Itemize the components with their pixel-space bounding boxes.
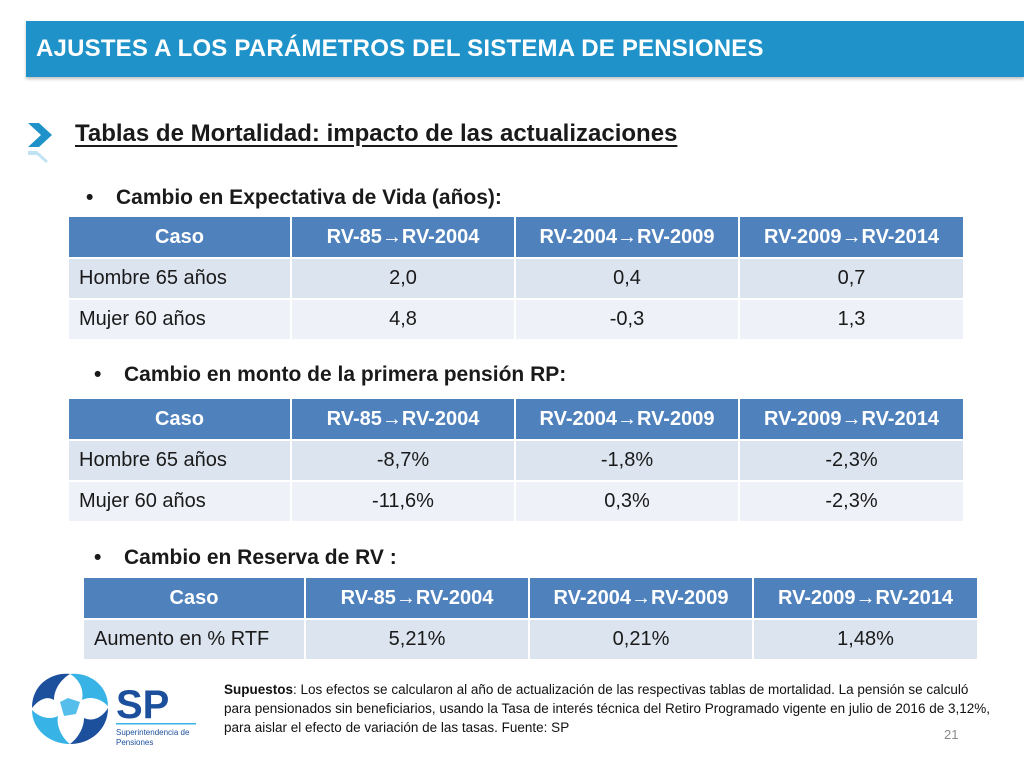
column-header: Caso [67,397,292,441]
footnote-text: : Los efectos se calcularon al año de ac… [224,682,990,735]
table-cell: -11,6% [290,480,516,523]
column-header: Caso [67,215,292,259]
column-header: RV-2004→RV-2009 [528,576,754,620]
table-cell: -1,8% [514,439,740,482]
table-first-pension: Caso RV-85→RV-2004 RV-2004→RV-2009 RV-20… [67,397,965,523]
table-cell: 0,3% [514,480,740,523]
slide-title: AJUSTES A LOS PARÁMETROS DEL SISTEMA DE … [36,35,764,62]
table-cell: Aumento en % RTF [82,618,306,661]
sp-logo: SP Superintendencia de Pensiones [32,673,196,747]
table-cell: 0,4 [514,257,740,300]
table-cell: -8,7% [290,439,516,482]
column-header: RV-2009→RV-2014 [752,576,979,620]
bullet-dot: • [94,363,102,386]
bullet-heading: Cambio en monto de la primera pensión RP… [124,363,567,386]
header-bar: AJUSTES A LOS PARÁMETROS DEL SISTEMA DE … [26,21,1024,77]
table-header-row: Caso RV-85→RV-2004 RV-2004→RV-2009 RV-20… [82,576,979,620]
table-row: Hombre 65 años 2,0 0,4 0,7 [67,257,965,300]
table-cell: Mujer 60 años [67,480,292,523]
table-cell: 1,3 [738,298,965,341]
chevron-right-icon [28,123,52,163]
page-number: 21 [944,727,959,742]
table-cell: Mujer 60 años [67,298,292,341]
column-header: Caso [82,576,306,620]
table-cell: 4,8 [290,298,516,341]
table-cell: 2,0 [290,257,516,300]
bullet-reserve: • Cambio en Reserva de RV : [94,546,397,570]
column-header: RV-2009→RV-2014 [738,215,965,259]
table-header-row: Caso RV-85→RV-2004 RV-2004→RV-2009 RV-20… [67,215,965,259]
column-header: RV-2009→RV-2014 [738,397,965,441]
table-cell: Hombre 65 años [67,439,292,482]
column-header: RV-85→RV-2004 [304,576,530,620]
bullet-first-pension: • Cambio en monto de la primera pensión R… [94,363,566,387]
column-header: RV-85→RV-2004 [290,397,516,441]
table-row: Hombre 65 años -8,7% -1,8% -2,3% [67,439,965,482]
logo-hands-emblem [32,673,108,744]
section-subtitle: Tablas de Mortalidad: impacto de las act… [75,120,678,147]
table-cell: 0,21% [528,618,754,661]
logo-mark: SP [116,683,169,727]
table-cell: Hombre 65 años [67,257,292,300]
table-cell: 1,48% [752,618,979,661]
table-header-row: Caso RV-85→RV-2004 RV-2004→RV-2009 RV-20… [67,397,965,441]
bullet-heading: Cambio en Expectativa de Vida (años): [116,186,502,209]
footnote-label: Supuestos [224,682,294,697]
table-cell: 0,7 [738,257,965,300]
table-cell: -0,3 [514,298,740,341]
bullet-dot: • [94,546,102,569]
logo-line-1: Superintendencia de [116,728,190,737]
column-header: RV-85→RV-2004 [290,215,516,259]
column-header: RV-2004→RV-2009 [514,397,740,441]
column-header: RV-2004→RV-2009 [514,215,740,259]
table-cell: 5,21% [304,618,530,661]
bullet-dot: • [86,186,94,209]
table-cell: -2,3% [738,480,965,523]
table-life-expectancy: Caso RV-85→RV-2004 RV-2004→RV-2009 RV-20… [67,215,965,341]
table-reserve: Caso RV-85→RV-2004 RV-2004→RV-2009 RV-20… [82,576,979,661]
bullet-heading: Cambio en Reserva de RV : [124,546,397,569]
bullet-life-expectancy: • Cambio en Expectativa de Vida (años): [86,186,502,210]
logo-line-2: Pensiones [116,738,153,747]
table-row: Mujer 60 años 4,8 -0,3 1,3 [67,298,965,341]
footnote: Supuestos: Los efectos se calcularon al … [224,680,999,737]
table-row: Mujer 60 años -11,6% 0,3% -2,3% [67,480,965,523]
table-row: Aumento en % RTF 5,21% 0,21% 1,48% [82,618,979,661]
table-cell: -2,3% [738,439,965,482]
